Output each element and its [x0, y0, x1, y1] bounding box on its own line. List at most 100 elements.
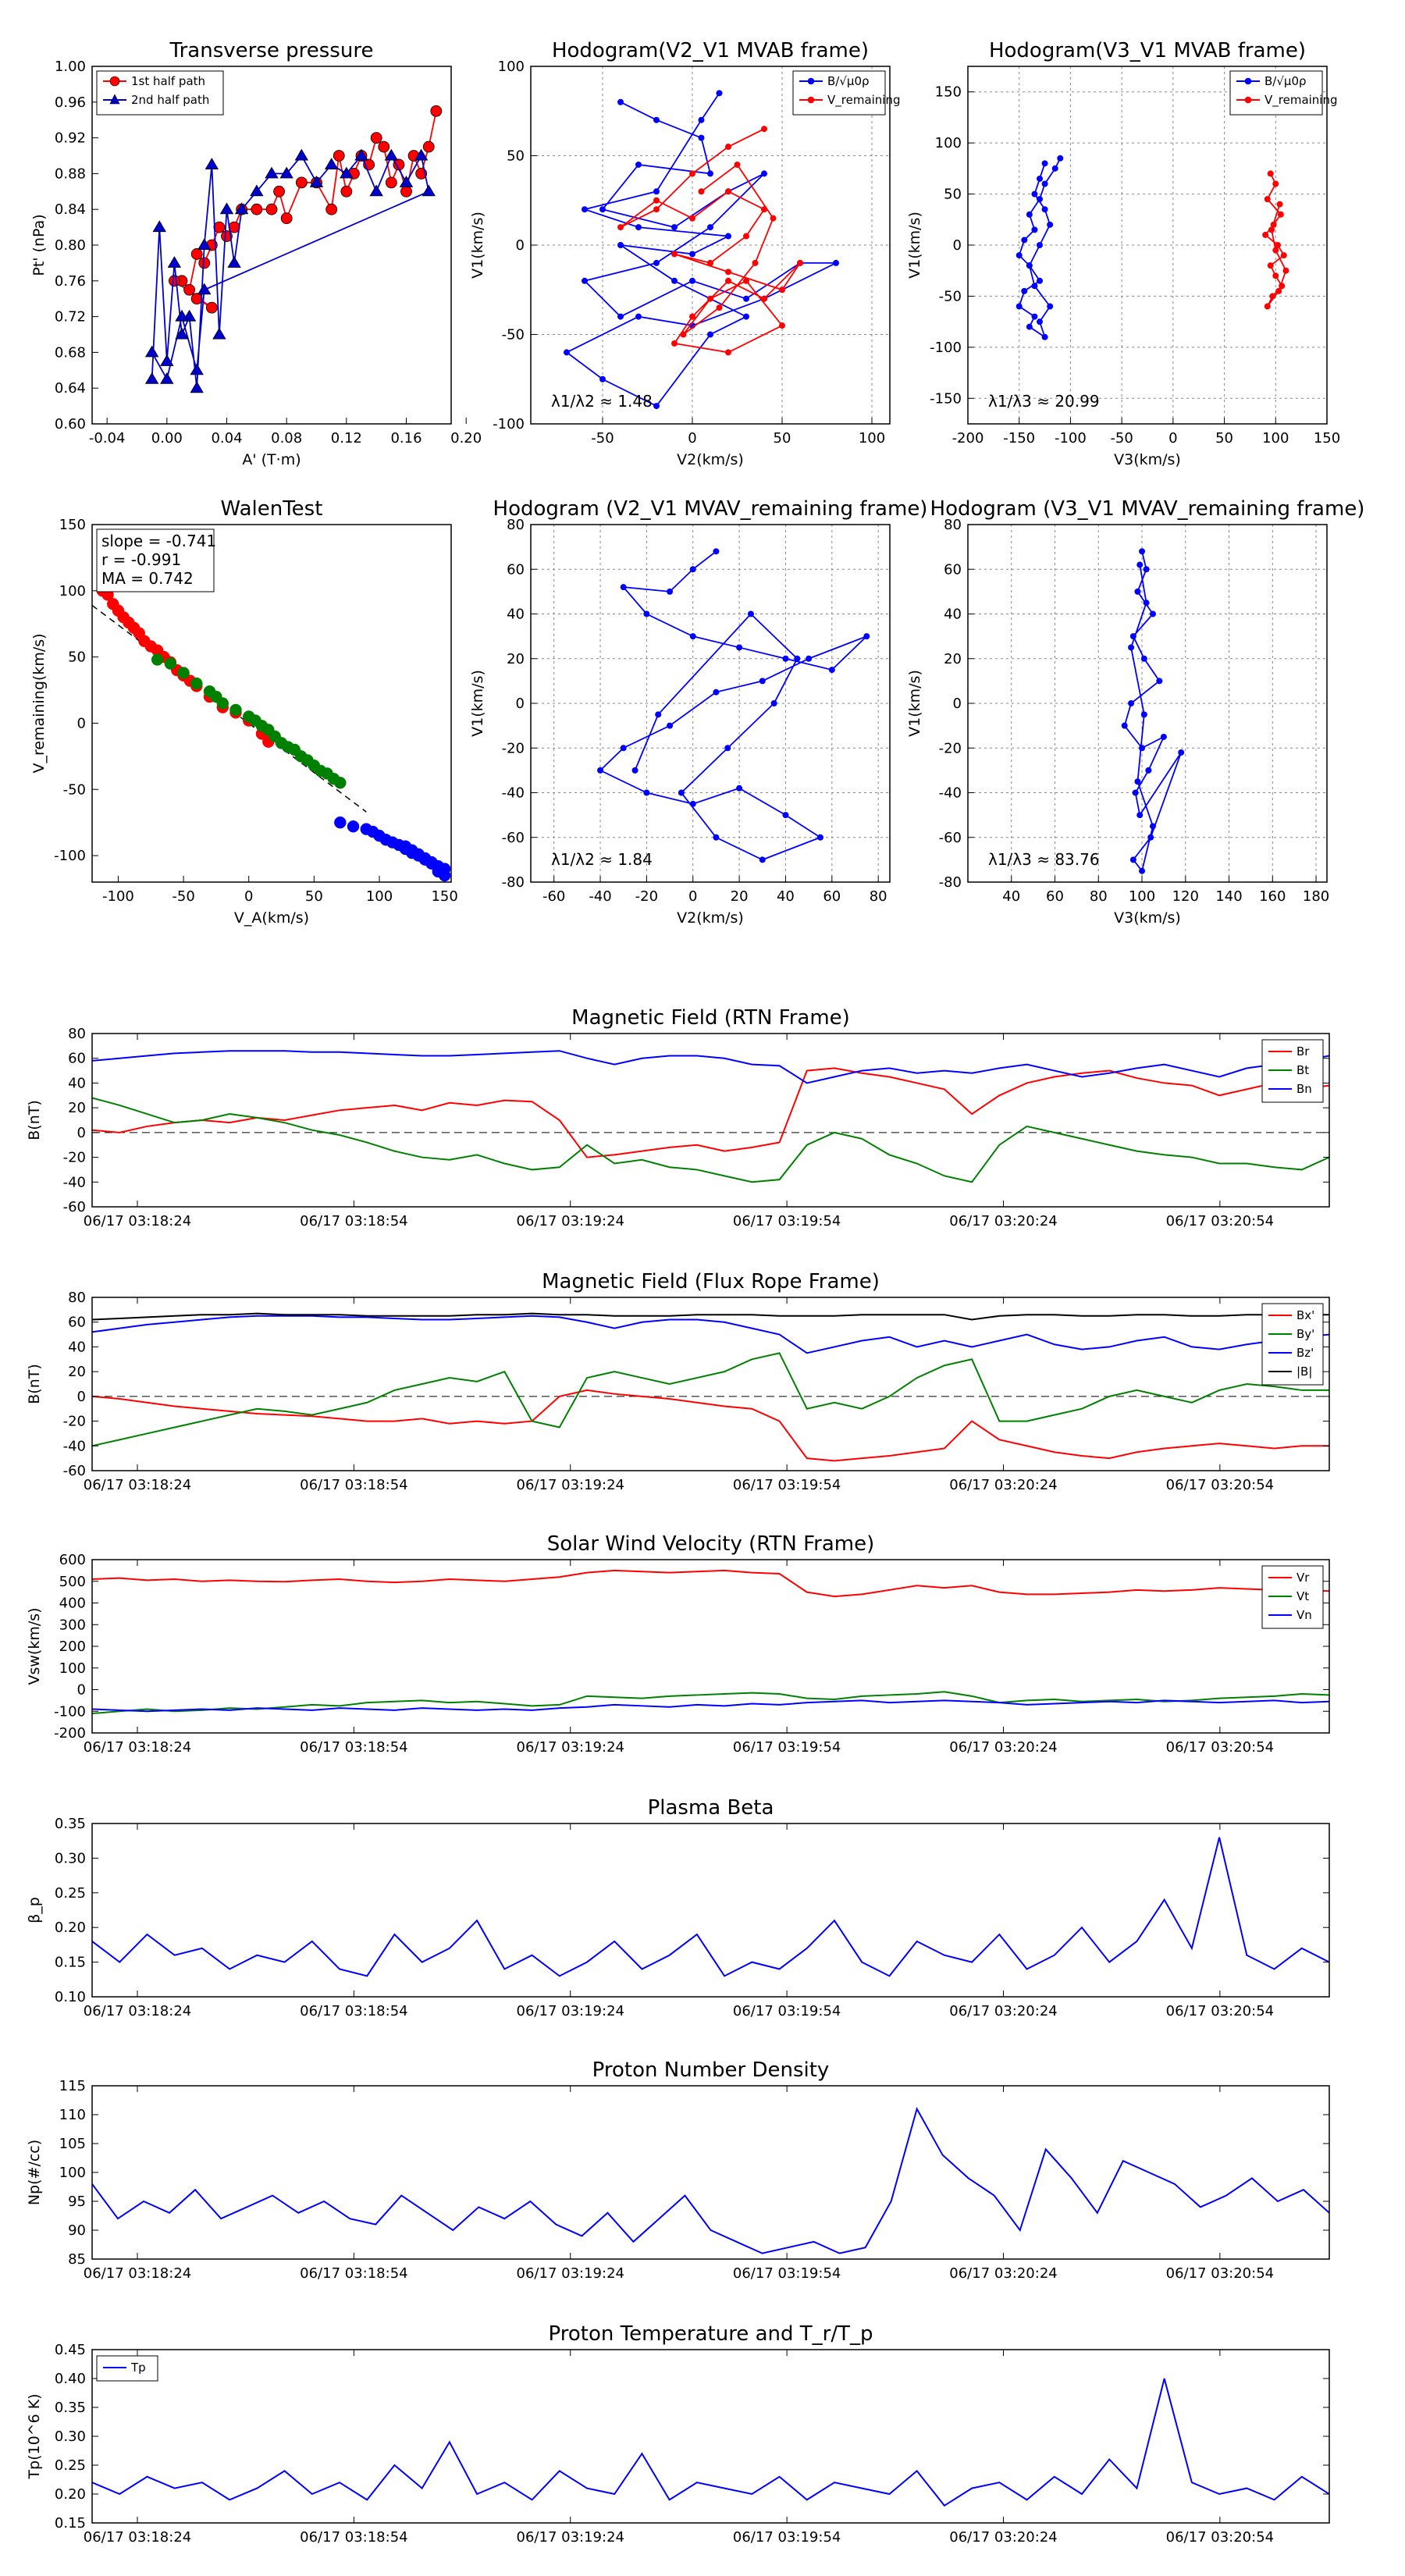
- data-point: [190, 363, 204, 375]
- series-line: [92, 2106, 1329, 2254]
- x-tick-label: 06/17 03:19:54: [733, 2265, 841, 2282]
- data-point: [724, 745, 731, 752]
- data-point: [1041, 333, 1048, 340]
- y-tick-label: 0.15: [55, 1955, 86, 1971]
- x-axis-label: V2(km/s): [677, 451, 744, 468]
- y-tick-label: 60: [944, 561, 962, 578]
- data-point: [1037, 277, 1043, 284]
- y-tick-label: 0.35: [55, 1816, 86, 1832]
- chart-title: Hodogram(V3_V1 MVAB frame): [989, 39, 1306, 62]
- fit-line: [92, 604, 367, 813]
- legend-label: 1st half path: [131, 74, 205, 88]
- y-tick-label: 85: [68, 2251, 86, 2268]
- data-point: [635, 313, 642, 320]
- data-point: [190, 677, 203, 690]
- axes-frame: [530, 524, 891, 883]
- data-point: [734, 161, 741, 168]
- annotation: λ1/λ2 ≈ 1.84: [551, 850, 653, 869]
- series-line: [92, 1067, 1329, 1158]
- x-tick-label: 06/17 03:18:54: [300, 1477, 407, 1493]
- data-point: [1037, 242, 1043, 248]
- data-point: [1026, 211, 1033, 218]
- data-point: [294, 148, 309, 161]
- data-point: [1057, 155, 1064, 162]
- y-axis-label: V1(km/s): [469, 670, 486, 737]
- data-point: [251, 203, 263, 215]
- legend-label: B/√μ0ρ: [827, 74, 870, 88]
- series-line: [92, 1569, 1329, 1598]
- y-tick-label: 50: [507, 148, 525, 165]
- x-tick-label: -100: [102, 888, 134, 905]
- y-axis-label: Vsw(km/s): [26, 1607, 43, 1685]
- x-tick-label: 06/17 03:18:54: [300, 2003, 407, 2019]
- x-tick-label: 60: [1046, 888, 1064, 905]
- y-tick-label: 500: [59, 1574, 86, 1590]
- legend-label: Tp: [130, 2361, 146, 2375]
- legend-label: Bz': [1297, 1346, 1314, 1360]
- data-point: [725, 277, 731, 284]
- chart-title: Transverse pressure: [169, 39, 374, 62]
- x-tick-label: 120: [1172, 888, 1199, 905]
- plot-area: [92, 585, 451, 882]
- data-point: [698, 134, 705, 141]
- y-tick-label: 80: [68, 1290, 86, 1306]
- data-point: [680, 331, 687, 338]
- data-point: [340, 166, 354, 179]
- data-point: [1134, 778, 1141, 785]
- x-tick-label: 60: [823, 888, 841, 905]
- legend-marker: [109, 76, 120, 87]
- x-tick-label: 06/17 03:20:54: [1166, 1477, 1274, 1493]
- data-point: [643, 789, 650, 796]
- y-tick-label: 100: [59, 1660, 86, 1677]
- y-tick-label: 0.35: [55, 2400, 86, 2416]
- y-tick-label: 0.72: [55, 309, 86, 326]
- series-line: [1264, 173, 1287, 308]
- data-point: [667, 588, 674, 595]
- data-point: [689, 633, 696, 640]
- stats-line: slope = -0.741: [101, 532, 216, 550]
- data-point: [698, 116, 705, 123]
- x-tick-label: 100: [366, 888, 393, 905]
- y-tick-label: 0.20: [55, 1920, 86, 1936]
- data-point: [617, 242, 624, 248]
- y-tick-label: 0.84: [55, 201, 86, 218]
- x-tick-label: 80: [1090, 888, 1108, 905]
- data-point: [1139, 745, 1146, 752]
- y-tick-label: 600: [59, 1552, 86, 1568]
- y-tick-label: 0.30: [55, 2428, 86, 2445]
- series-line: [92, 1352, 1329, 1447]
- legend-marker: [109, 94, 120, 105]
- data-point: [385, 176, 397, 189]
- data-point: [1276, 201, 1283, 208]
- data-point: [1037, 175, 1043, 182]
- x-tick-label: 06/17 03:19:24: [517, 1213, 624, 1229]
- x-tick-label: 0.12: [331, 430, 362, 447]
- legend-label: Vn: [1297, 1608, 1312, 1622]
- data-point: [1132, 789, 1139, 796]
- y-axis-label: V1(km/s): [469, 212, 486, 279]
- x-axis-label: V2(km/s): [677, 909, 744, 927]
- x-tick-label: 06/17 03:18:24: [84, 1739, 191, 1756]
- data-point: [653, 197, 660, 204]
- chart-title: Magnetic Field (RTN Frame): [571, 1006, 850, 1030]
- series-line: [599, 550, 867, 861]
- panel-ts2: -60 -40 -20 0 20 40 60 80 06/17 03:18:24 06/17 03…: [26, 1270, 1330, 1493]
- data-point: [1021, 237, 1028, 244]
- data-point: [599, 375, 606, 382]
- y-tick-label: -60: [939, 830, 962, 846]
- annotation: λ1/λ3 ≈ 83.76: [988, 850, 1100, 869]
- y-tick-label: -50: [502, 327, 525, 343]
- y-tick-label: 100: [935, 135, 962, 151]
- x-tick-label: 06/17 03:19:24: [517, 1477, 624, 1493]
- legend-label: 2nd half path: [131, 93, 209, 107]
- plot-area: [1121, 548, 1185, 874]
- data-point: [190, 293, 203, 305]
- x-tick-label: 50: [305, 888, 323, 905]
- chart-title: Hodogram (V3_V1 MVAV_remaining frame): [930, 497, 1365, 521]
- data-point: [1134, 588, 1141, 595]
- y-tick-label: -100: [493, 416, 525, 432]
- y-tick-label: -50: [63, 781, 86, 798]
- data-point: [347, 820, 360, 833]
- x-tick-label: 50: [774, 430, 791, 447]
- x-tick-label: -0.04: [89, 430, 126, 447]
